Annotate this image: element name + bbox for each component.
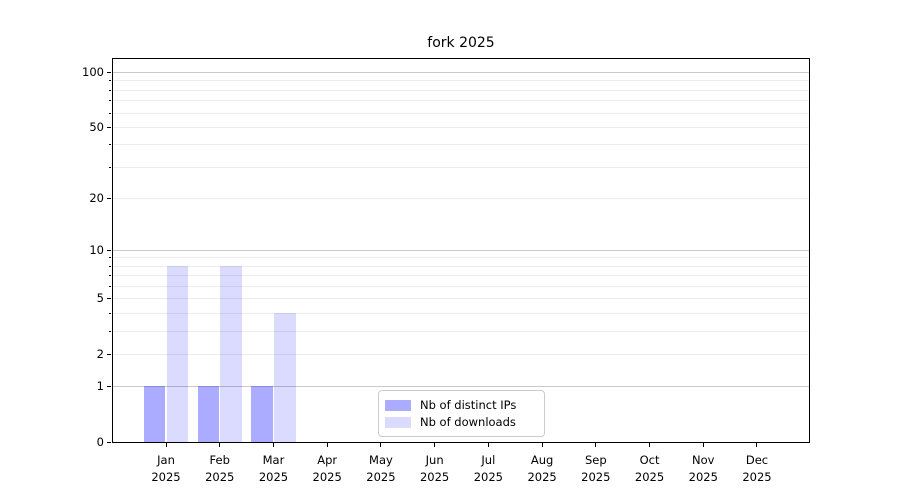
y-tick-mark — [107, 386, 111, 388]
x-tick-label: Sep 2025 — [581, 453, 611, 484]
x-tick-label: Aug 2025 — [527, 453, 557, 484]
x-tick-mark — [541, 443, 543, 447]
gridline-y-20 — [113, 198, 809, 199]
y-tick-label: 100 — [82, 65, 104, 80]
x-tick-label: Feb 2025 — [205, 453, 235, 484]
bars-layer — [113, 59, 809, 442]
y-tick-mark — [107, 442, 111, 443]
gridline-y-6 — [113, 286, 809, 288]
legend: Nb of distinct IPs Nb of downloads — [378, 390, 545, 437]
legend-item-distinct-ips: Nb of distinct IPs — [385, 397, 536, 413]
x-tick-mark — [702, 443, 704, 447]
gridline-y-3 — [113, 330, 809, 332]
gridline-y-1 — [113, 386, 809, 388]
y-minor-tick-mark — [109, 89, 111, 91]
x-tick-mark — [487, 443, 489, 447]
y-tick-label: 2 — [96, 346, 104, 361]
x-tick-label: Mar 2025 — [258, 453, 289, 484]
y-minor-tick-mark — [109, 166, 111, 168]
plot-area — [112, 58, 810, 443]
y-tick-mark — [107, 198, 111, 199]
x-tick-mark — [272, 443, 274, 447]
x-tick-label: Oct 2025 — [634, 453, 665, 484]
legend-label-downloads: Nb of downloads — [420, 415, 516, 429]
y-tick-label: 20 — [89, 191, 104, 205]
y-tick-label: 50 — [89, 119, 104, 134]
x-tick-mark — [756, 443, 758, 447]
x-tick-mark — [165, 443, 167, 447]
legend-swatch-distinct-ips — [385, 399, 411, 411]
legend-swatch-downloads — [385, 416, 411, 428]
gridline-y-70 — [113, 100, 809, 102]
x-tick-mark — [326, 443, 328, 447]
gridline-y-40 — [113, 144, 809, 146]
legend-item-downloads: Nb of downloads — [385, 414, 536, 430]
x-tick-mark — [380, 443, 382, 447]
gridline-y-10 — [113, 249, 809, 251]
y-tick-mark — [107, 353, 111, 355]
gridline-y-9 — [113, 257, 809, 259]
y-minor-tick-mark — [109, 100, 111, 102]
y-minor-tick-mark — [109, 275, 111, 277]
y-minor-tick-mark — [109, 257, 111, 259]
x-tick-label: Jan 2025 — [151, 453, 181, 484]
y-tick-mark — [107, 126, 111, 128]
y-tick-mark — [107, 298, 111, 300]
x-tick-label: Dec 2025 — [742, 453, 772, 484]
bar — [197, 386, 220, 442]
y-minor-tick-mark — [109, 265, 111, 267]
y-tick-mark — [107, 72, 111, 74]
gridline-y-60 — [113, 112, 809, 114]
gridline-y-8 — [113, 265, 809, 267]
gridline-y-2 — [113, 353, 809, 355]
y-tick-label: 0 — [96, 435, 104, 449]
bar — [220, 265, 242, 442]
y-minor-tick-mark — [109, 144, 111, 146]
gridline-y-50 — [113, 126, 809, 128]
x-tick-mark — [219, 443, 221, 447]
bar — [274, 313, 296, 442]
gridline-y-100 — [113, 72, 809, 74]
gridline-y-90 — [113, 80, 809, 82]
chart-title: fork 2025 — [427, 35, 495, 51]
bar — [251, 386, 273, 442]
gridline-y-5 — [113, 298, 809, 300]
gridline-y-30 — [113, 166, 809, 168]
y-tick-label: 10 — [89, 242, 104, 257]
gridline-y-7 — [113, 275, 809, 277]
bar — [143, 386, 166, 442]
x-tick-mark — [595, 443, 597, 447]
bar — [166, 265, 189, 442]
gridline-y-4 — [113, 313, 809, 315]
x-tick-label: May 2025 — [366, 453, 396, 484]
y-tick-label: 1 — [96, 379, 104, 394]
legend-label-distinct-ips: Nb of distinct IPs — [420, 398, 517, 412]
y-minor-tick-mark — [109, 80, 111, 82]
y-minor-tick-mark — [109, 330, 111, 332]
y-minor-tick-mark — [109, 286, 111, 288]
x-tick-label: Apr 2025 — [312, 453, 342, 484]
y-minor-tick-mark — [109, 313, 111, 315]
y-minor-tick-mark — [109, 112, 111, 114]
y-tick-label: 5 — [96, 291, 104, 306]
x-tick-label: Jul 2025 — [473, 453, 503, 484]
x-tick-mark — [434, 443, 436, 447]
x-tick-label: Nov 2025 — [688, 453, 718, 484]
gridline-y-80 — [113, 89, 809, 91]
gridlines-layer — [113, 59, 809, 442]
y-tick-mark — [107, 249, 111, 251]
x-tick-mark — [649, 443, 651, 447]
x-tick-label: Jun 2025 — [419, 453, 450, 484]
